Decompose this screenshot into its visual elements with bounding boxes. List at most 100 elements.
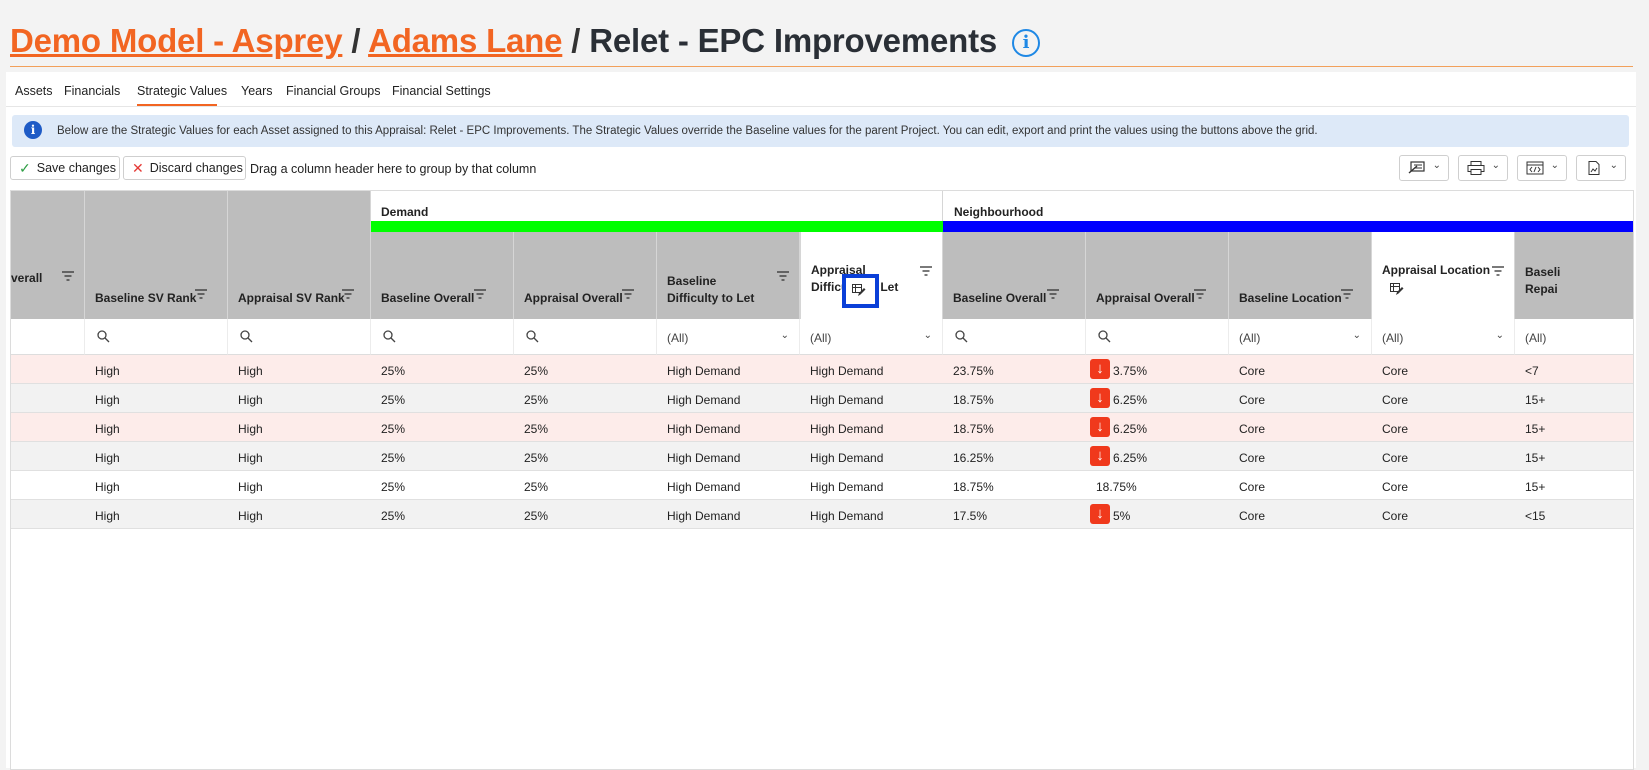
export-file-button[interactable]: ⌄	[1576, 155, 1626, 181]
edit-column-icon[interactable]	[852, 284, 866, 297]
table-cell[interactable]: 6.25%	[1113, 393, 1148, 407]
table-cell[interactable]: 25%	[381, 480, 406, 494]
table-cell[interactable]: Core	[1239, 422, 1266, 436]
filter-icon[interactable]	[474, 289, 486, 299]
table-cell[interactable]: High	[95, 480, 120, 494]
dropdown-filter-cell[interactable]: (All) ⌄	[1229, 319, 1372, 355]
column-header[interactable]: Baseline Overall	[371, 232, 514, 319]
table-cell[interactable]: 16.25%	[953, 451, 994, 465]
filter-cell[interactable]	[11, 319, 85, 355]
filter-icon[interactable]	[62, 271, 74, 281]
table-cell[interactable]: 18.75%	[953, 480, 994, 494]
column-header[interactable]: Baseli Repai	[1515, 232, 1633, 319]
table-cell[interactable]: 25%	[381, 422, 406, 436]
table-cell[interactable]: 25%	[381, 364, 406, 378]
table-cell[interactable]: High Demand	[667, 364, 741, 378]
table-row[interactable]: High High 25% 25% High Demand High Demand 18.7…	[11, 471, 1633, 500]
table-cell[interactable]: High	[238, 451, 263, 465]
table-cell[interactable]: Core	[1382, 451, 1409, 465]
table-cell[interactable]: 23.75%	[953, 364, 994, 378]
info-icon[interactable]: i	[1012, 29, 1040, 57]
table-cell[interactable]: 25%	[381, 451, 406, 465]
filter-icon[interactable]	[622, 289, 634, 299]
table-cell[interactable]: 6.25%	[1113, 451, 1148, 465]
band-header-demand[interactable]: Demand	[371, 191, 943, 232]
table-cell[interactable]: 15+	[1525, 451, 1546, 465]
table-cell[interactable]: <7	[1525, 364, 1539, 378]
table-cell[interactable]: High	[238, 364, 263, 378]
table-cell[interactable]: High	[95, 509, 120, 523]
print-button[interactable]: ⌄	[1458, 155, 1508, 181]
column-header-editable[interactable]: Appraisal Location	[1372, 232, 1515, 319]
table-cell[interactable]: <15	[1525, 509, 1546, 523]
tab-strategic-values[interactable]: Strategic Values	[137, 84, 228, 98]
export-code-button[interactable]: ⌄	[1517, 155, 1567, 181]
filter-icon[interactable]	[920, 266, 932, 276]
filter-icon[interactable]	[195, 289, 207, 299]
column-header[interactable]: Baseline Difficulty to Let	[657, 232, 800, 319]
table-cell[interactable]: High Demand	[667, 393, 741, 407]
filter-icon[interactable]	[777, 271, 789, 281]
table-cell[interactable]: High Demand	[810, 422, 884, 436]
dropdown-filter-cell[interactable]: (All) ⌄	[657, 319, 800, 355]
search-filter-cell[interactable]	[943, 319, 1086, 355]
filter-icon[interactable]	[1194, 289, 1206, 299]
edit-column-icon[interactable]	[1390, 283, 1404, 296]
table-cell[interactable]: High	[238, 393, 263, 407]
table-cell[interactable]: 25%	[381, 393, 406, 407]
dropdown-filter-cell[interactable]: (All)	[1515, 319, 1633, 355]
table-cell[interactable]: Core	[1382, 422, 1409, 436]
table-cell[interactable]: High Demand	[667, 451, 741, 465]
column-header[interactable]: Baseline SV Rank	[85, 191, 228, 319]
table-cell[interactable]: Core	[1382, 480, 1409, 494]
table-cell[interactable]: 25%	[524, 422, 549, 436]
column-header[interactable]: Appraisal Overall	[1086, 232, 1229, 319]
table-cell[interactable]: Core	[1239, 451, 1266, 465]
table-cell[interactable]: Core	[1382, 364, 1409, 378]
table-cell[interactable]: High Demand	[810, 480, 884, 494]
filter-icon[interactable]	[1341, 289, 1353, 299]
search-filter-cell[interactable]	[1086, 319, 1229, 355]
search-filter-cell[interactable]	[371, 319, 514, 355]
table-cell[interactable]: 15+	[1525, 422, 1546, 436]
column-header[interactable]: Appraisal Overall	[514, 232, 657, 319]
table-cell[interactable]: 5%	[1113, 509, 1131, 523]
search-filter-cell[interactable]	[228, 319, 371, 355]
table-cell[interactable]: High	[95, 422, 120, 436]
table-cell[interactable]: Core	[1382, 393, 1409, 407]
table-cell[interactable]: 18.75%	[953, 393, 994, 407]
table-row[interactable]: High High 25% 25% High Demand High Demand 18.7…	[11, 384, 1633, 413]
column-header[interactable]: verall	[11, 191, 85, 319]
breadcrumb-link-asset[interactable]: Adams Lane	[368, 22, 563, 59]
table-row[interactable]: High High 25% 25% High Demand High Demand 23.7…	[11, 355, 1633, 384]
table-cell[interactable]: High Demand	[810, 393, 884, 407]
table-cell[interactable]: High Demand	[667, 422, 741, 436]
table-cell[interactable]: High Demand	[667, 509, 741, 523]
search-filter-cell[interactable]	[514, 319, 657, 355]
table-row[interactable]: High High 25% 25% High Demand High Demand 17.5…	[11, 500, 1633, 529]
filter-icon[interactable]	[342, 289, 354, 299]
table-cell[interactable]: 18.75%	[1096, 480, 1137, 494]
table-cell[interactable]: High	[95, 364, 120, 378]
column-header[interactable]: Baseline Location	[1229, 232, 1372, 319]
column-chooser-button[interactable]: ⌄	[1399, 155, 1449, 181]
column-header[interactable]: Baseline Overall	[943, 232, 1086, 319]
filter-icon[interactable]	[1492, 266, 1504, 276]
dropdown-filter-cell[interactable]: (All) ⌄	[800, 319, 943, 355]
tab-financials[interactable]: Financials	[64, 84, 121, 98]
table-cell[interactable]: High	[238, 480, 263, 494]
table-cell[interactable]: High	[95, 393, 120, 407]
table-cell[interactable]: 17.5%	[953, 509, 988, 523]
discard-button[interactable]: ✕ Discard changes	[123, 156, 246, 180]
table-cell[interactable]: 25%	[381, 509, 406, 523]
table-cell[interactable]: 15+	[1525, 393, 1546, 407]
breadcrumb-link-model[interactable]: Demo Model - Asprey	[10, 22, 343, 59]
save-button[interactable]: ✓ Save changes	[10, 156, 120, 180]
tab-financial-settings[interactable]: Financial Settings	[392, 84, 491, 98]
table-cell[interactable]: 3.75%	[1113, 364, 1148, 378]
filter-icon[interactable]	[1047, 289, 1059, 299]
table-row[interactable]: High High 25% 25% High Demand High Demand 18.7…	[11, 413, 1633, 442]
table-cell[interactable]: High Demand	[810, 364, 884, 378]
table-cell[interactable]: Core	[1239, 364, 1266, 378]
table-cell[interactable]: 25%	[524, 480, 549, 494]
